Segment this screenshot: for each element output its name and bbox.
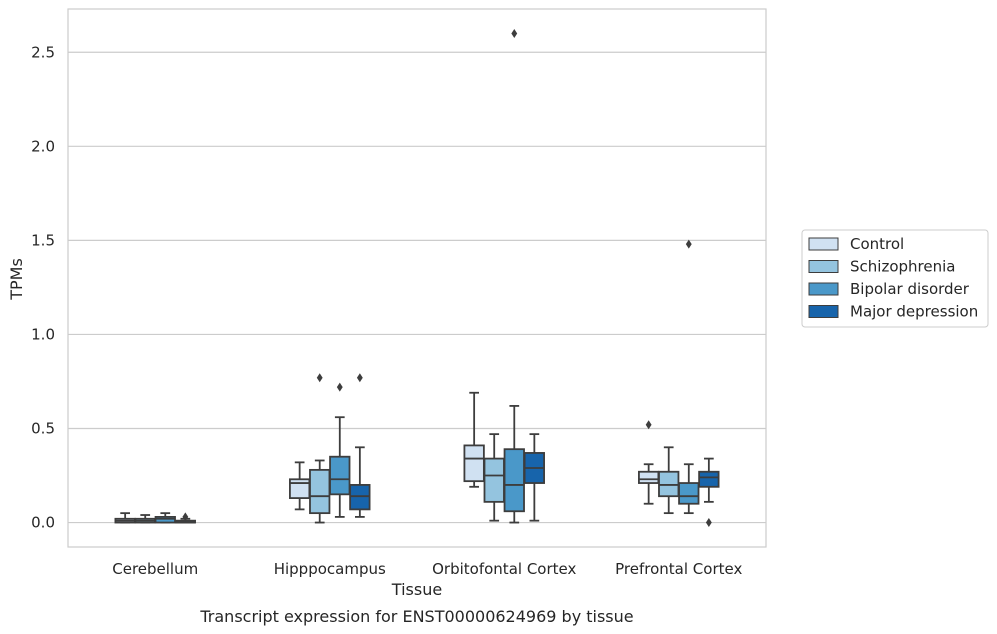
box-bipolar-disorder [678, 239, 700, 515]
box-series [114, 28, 720, 528]
legend-label: Schizophrenia [850, 258, 955, 276]
y-tick-label: 0.0 [31, 514, 55, 532]
box-iqr [349, 484, 371, 511]
outlier-point [511, 28, 518, 38]
outlier-point [336, 382, 343, 392]
box-bipolar-disorder [154, 512, 176, 524]
x-tick-labels: Cerebellum Hipppocampus Orbitofontal Corte… [112, 560, 742, 578]
box-iqr [658, 470, 680, 498]
x-tick-label: Cerebellum [112, 560, 198, 578]
box-iqr [289, 478, 311, 499]
plot-frame [67, 8, 767, 548]
box-major-depression [174, 512, 196, 524]
plot-background [68, 9, 766, 547]
x-tick-label: Hipppocampus [274, 560, 386, 578]
legend-label: Control [850, 235, 904, 253]
grid-lines [68, 51, 766, 524]
box-schizophrenia [658, 446, 680, 515]
box-iqr [463, 444, 485, 483]
legend: Control Schizophrenia Bipolar disorder Majo… [801, 229, 989, 328]
box-iqr [678, 482, 700, 505]
legend-frame [801, 229, 989, 328]
outlier-point [645, 420, 652, 430]
box-control [289, 461, 311, 511]
legend-swatch [808, 260, 839, 273]
box-major-depression [523, 433, 545, 522]
legend-swatch [808, 282, 839, 296]
box-iqr [309, 468, 331, 515]
y-axis-title: TPMs [7, 258, 26, 301]
box-major-depression [698, 457, 720, 528]
y-tick-label: 2.0 [31, 137, 55, 155]
y-tick-label: 2.5 [31, 43, 55, 61]
box-schizophrenia [309, 373, 331, 524]
outlier-point [316, 373, 323, 383]
x-tick-label: Orbitofontal Cortex [432, 560, 576, 578]
box-iqr [329, 455, 351, 496]
box-iqr [638, 470, 660, 484]
outlier-point [685, 239, 692, 249]
legend-swatch [808, 305, 839, 318]
chart-caption: Transcript expression for ENST0000062496… [199, 607, 633, 626]
legend-swatch [808, 237, 839, 251]
outlier-point [182, 512, 189, 522]
outlier-point [356, 373, 363, 383]
box-iqr [698, 470, 720, 488]
x-tick-label: Prefrontal Cortex [615, 560, 742, 578]
x-axis-title: Tissue [391, 580, 442, 599]
outlier-point [705, 518, 712, 528]
box-bipolar-disorder [329, 382, 351, 518]
box-iqr [483, 457, 505, 503]
y-tick-label: 1.0 [31, 325, 55, 343]
box-iqr [503, 448, 525, 513]
legend-label: Major depression [850, 303, 978, 321]
y-tick-label: 0.5 [31, 419, 55, 437]
box-iqr [154, 516, 176, 524]
legend-label: Bipolar disorder [850, 280, 970, 298]
y-tick-labels: 0.0 0.5 1.0 1.5 2.0 2.5 [31, 43, 55, 531]
box-major-depression [349, 373, 371, 518]
y-tick-label: 1.5 [31, 231, 55, 249]
box-control [463, 391, 485, 488]
